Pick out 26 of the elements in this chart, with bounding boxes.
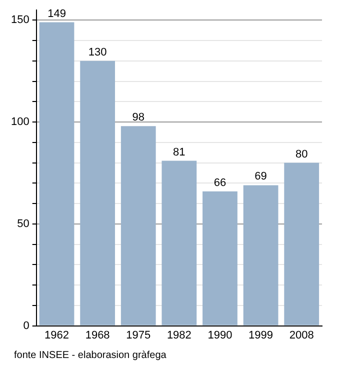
y-tick-label: 50 [17, 218, 30, 230]
bar [284, 162, 320, 326]
y-tick-label: 0 [23, 320, 30, 332]
y-tick-label: 150 [10, 14, 30, 26]
x-tick-label: 1982 [166, 329, 192, 342]
bar [80, 60, 116, 326]
bar [120, 126, 156, 326]
x-tick-label: 2008 [289, 329, 314, 342]
data-label: 80 [295, 148, 308, 160]
bar [162, 160, 197, 326]
data-label: 98 [132, 112, 144, 124]
data-label: 130 [88, 46, 107, 58]
y-tick-label: 100 [10, 116, 30, 128]
bar [202, 191, 238, 326]
bar [243, 185, 278, 326]
data-label: 81 [173, 146, 186, 158]
x-tick-label: 1999 [248, 329, 274, 342]
data-label: 66 [214, 176, 226, 189]
data-label: 69 [254, 170, 267, 183]
source-note: fonte INSEE - elaborasion gràfega [14, 350, 166, 361]
data-label: 149 [48, 8, 66, 20]
x-tick-label: 1962 [44, 329, 69, 342]
x-tick-label: 1990 [208, 329, 232, 342]
x-tick-label: 1975 [126, 329, 151, 342]
x-tick-label: 1968 [85, 329, 110, 342]
bar [39, 22, 74, 326]
